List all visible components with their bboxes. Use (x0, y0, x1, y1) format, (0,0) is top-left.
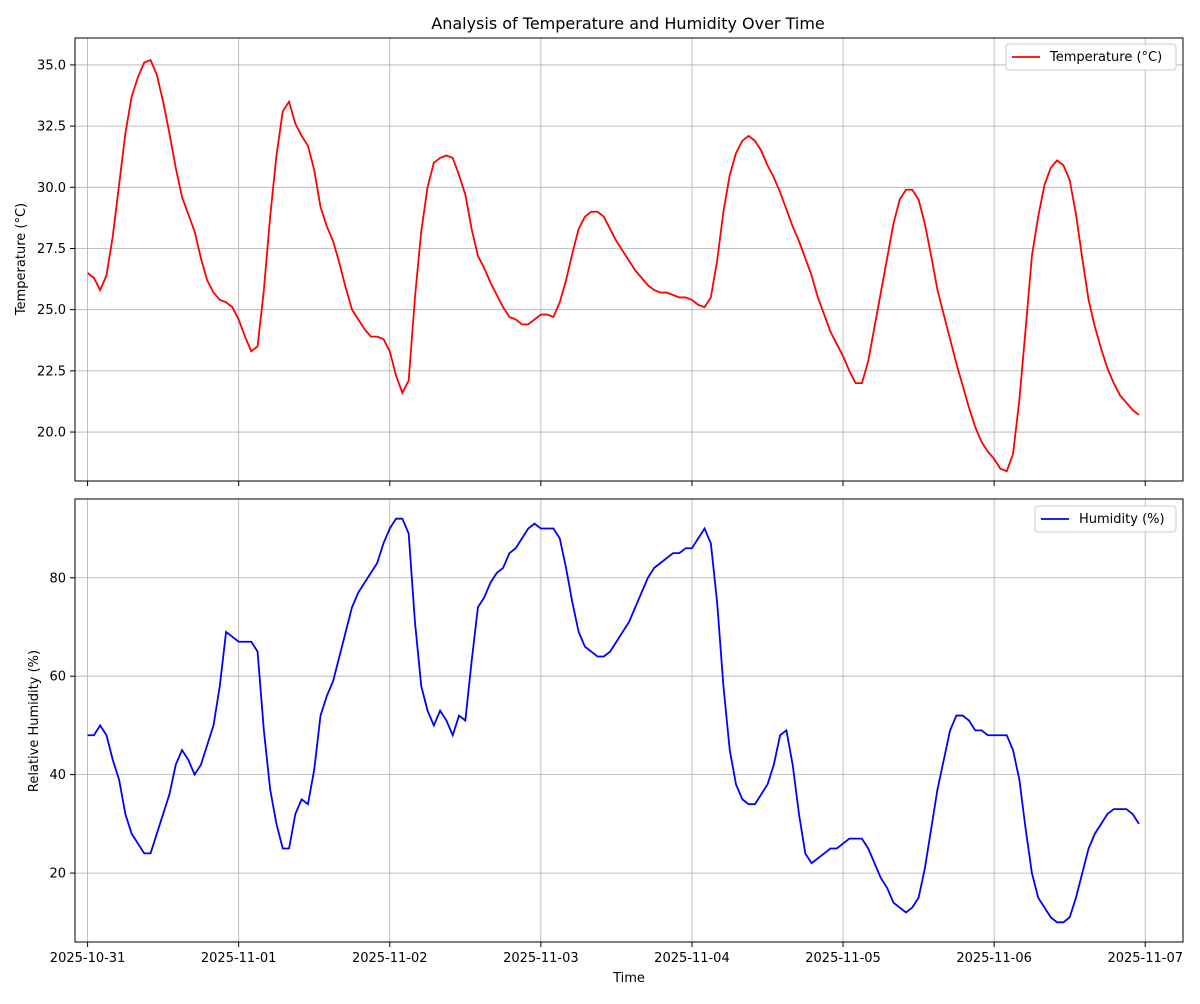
y-tick-label: 40 (49, 768, 66, 783)
x-tick-label: 2025-11-07 (1107, 951, 1183, 966)
y-tick-label: 27.5 (37, 242, 66, 257)
top-y-axis-label: Temperature (°C) (14, 203, 29, 316)
bottom-x-ticks: 2025-10-31 2025-11-01 2025-11-02 2025-11-03… (50, 942, 1183, 966)
bottom-x-axis-label: Time (612, 971, 645, 986)
top-x-ticks (87, 481, 1146, 486)
temperature-line (87, 58, 1140, 473)
x-tick-label: 2025-11-01 (201, 951, 277, 966)
y-tick-label: 20.0 (37, 426, 66, 441)
x-tick-label: 2025-11-02 (352, 951, 428, 966)
top-legend: Temperature (°C) (1005, 43, 1177, 71)
bottom-axes-frame (74, 498, 1184, 943)
x-tick-label: 2025-11-04 (654, 951, 730, 966)
top-grid (75, 38, 1183, 481)
y-tick-label: 22.5 (37, 364, 66, 379)
x-tick-label: 2025-11-05 (805, 951, 881, 966)
y-tick-label: 30.0 (37, 181, 66, 196)
y-tick-label: 25.0 (37, 303, 66, 318)
chart-title: Analysis of Temperature and Humidity Ove… (431, 14, 825, 33)
bottom-legend-box (1034, 505, 1177, 533)
x-tick-label: 2025-10-31 (50, 951, 126, 966)
x-tick-label: 2025-11-06 (956, 951, 1032, 966)
bottom-y-ticks: 20 40 60 80 (49, 571, 75, 882)
bottom-legend: Humidity (%) (1034, 505, 1177, 533)
top-legend-box (1005, 43, 1177, 71)
humidity-line (87, 517, 1140, 924)
y-tick-label: 20 (49, 867, 66, 882)
top-axes-frame (74, 37, 1184, 482)
y-tick-label: 60 (49, 670, 66, 685)
top-y-ticks: 20.0 22.5 25.0 27.5 30.0 32.5 35.0 (37, 58, 75, 441)
x-tick-label: 2025-11-03 (503, 951, 579, 966)
y-tick-label: 80 (49, 571, 66, 586)
top-legend-label: Temperature (°C) (1049, 50, 1162, 65)
y-tick-label: 35.0 (37, 58, 66, 73)
bottom-legend-label: Humidity (%) (1079, 512, 1165, 527)
y-tick-label: 32.5 (37, 120, 66, 135)
bottom-y-axis-label: Relative Humidity (%) (27, 650, 42, 792)
